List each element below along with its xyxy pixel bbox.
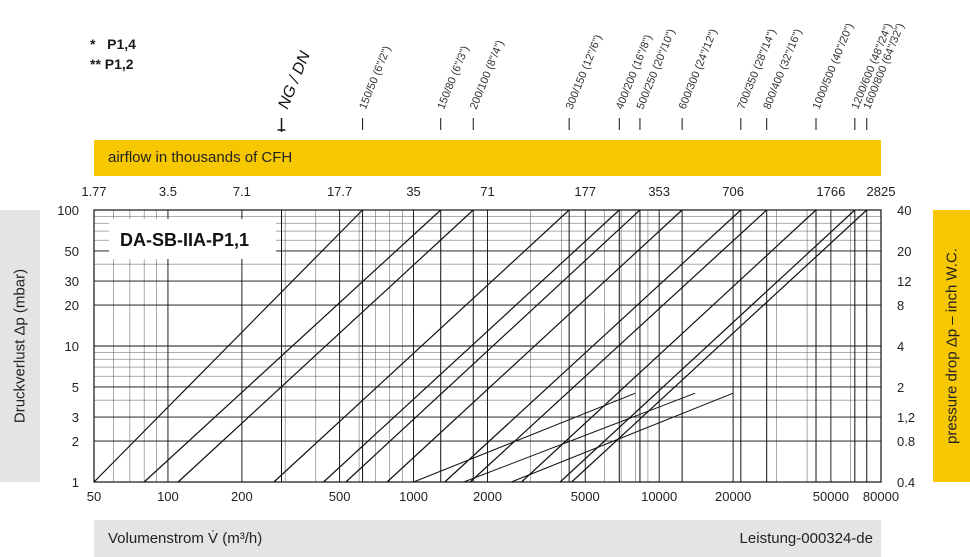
x-tick-label: 50: [87, 489, 101, 504]
top-tick-label: 1.77: [81, 184, 106, 199]
y-tick-label: 2: [72, 434, 79, 449]
top-tick-label: 706: [722, 184, 744, 199]
series-line: [143, 209, 442, 483]
right-tick-label: 20: [897, 244, 911, 259]
diagonal-segment: [413, 392, 636, 483]
series-line: [345, 209, 641, 483]
top-tick-label: 7.1: [233, 184, 251, 199]
y-tick-label: 3: [72, 410, 79, 425]
x-tick-label: 80000: [863, 489, 899, 504]
x-tick-label: 2000: [473, 489, 502, 504]
y-tick-label: 10: [65, 339, 79, 354]
series-line: [273, 209, 570, 483]
x-tick-label: 200: [231, 489, 253, 504]
chart-title-box: [109, 219, 276, 259]
x-tick-label: 50000: [813, 489, 849, 504]
y-tick-label: 20: [65, 298, 79, 313]
ng-dn-label: 200/100 (8"/4"): [468, 39, 507, 111]
right-tick-label: 0.4: [897, 475, 915, 490]
x-tick-label: 20000: [715, 489, 751, 504]
footnotes: * P1,4 ** P1,2: [90, 34, 136, 74]
left-axis-band: Druckverlust Δp (mbar): [0, 210, 40, 482]
y-tick-label: 50: [65, 244, 79, 259]
top-tick-label: 71: [480, 184, 494, 199]
top-tick-label: 3.5: [159, 184, 177, 199]
series-line: [386, 209, 683, 483]
top-tick-label: 17.7: [327, 184, 352, 199]
ng-dn-label: 1000/500 (40"/20"): [811, 22, 856, 111]
footnote-2: ** P1,2: [90, 56, 134, 72]
y-tick-label: 5: [72, 380, 79, 395]
right-tick-label: 12: [897, 274, 911, 289]
x-tick-label: 1000: [399, 489, 428, 504]
series-line: [571, 209, 868, 483]
series-line: [469, 209, 768, 483]
ng-dn-header: NG / DN: [275, 49, 314, 112]
right-tick-label: 40: [897, 203, 911, 218]
top-axis-band: airflow in thousands of CFH: [94, 140, 881, 176]
top-tick-label: 35: [406, 184, 420, 199]
x-tick-label: 500: [329, 489, 351, 504]
top-tick-label: 177: [574, 184, 596, 199]
top-axis-label: airflow in thousands of CFH: [108, 149, 293, 166]
diagonal-segment: [511, 392, 734, 483]
footnote-1: * P1,4: [90, 36, 136, 52]
series-line: [177, 209, 474, 483]
right-tick-label: 2: [897, 380, 904, 395]
document-id: Leistung-000324-de: [739, 530, 873, 547]
series-line: [444, 209, 742, 483]
right-tick-label: 4: [897, 339, 904, 354]
x-tick-label: 5000: [571, 489, 600, 504]
ng-dn-label: 150/80 (6"/3"): [435, 44, 471, 111]
top-tick-label: 353: [648, 184, 670, 199]
series-line: [521, 209, 817, 483]
ng-dn-label: 300/150 (12"/6"): [564, 33, 605, 111]
top-tick-label: 1766: [816, 184, 845, 199]
series-line: [559, 209, 856, 483]
series-line: [93, 209, 363, 483]
ng-dn-label: 600/300 (24"/12"): [677, 27, 720, 111]
bottom-axis-band: Volumenstrom V̇ (m³/h) Leistung-000324-d…: [94, 520, 881, 557]
x-tick-label: 100: [157, 489, 179, 504]
top-tick-label: 2825: [867, 184, 896, 199]
ng-dn-label: 150/50 (6"/2"): [357, 44, 393, 111]
x-tick-label: 10000: [641, 489, 677, 504]
chart-title: DA-SB-IIA-P1,1: [120, 230, 249, 250]
right-tick-label: 1,2: [897, 410, 915, 425]
plot-frame: [93, 209, 882, 483]
right-tick-label: 8: [897, 298, 904, 313]
bottom-axis-label: Volumenstrom V̇ (m³/h): [108, 530, 263, 547]
diagonal-segment: [463, 392, 696, 483]
right-axis-band: pressure drop Δp – inch W.C.: [933, 210, 970, 482]
y-tick-label: 30: [65, 274, 79, 289]
y-tick-label: 1: [72, 475, 79, 490]
y-tick-label: 100: [57, 203, 79, 218]
series-line: [323, 209, 620, 483]
right-tick-label: 0.8: [897, 434, 915, 449]
